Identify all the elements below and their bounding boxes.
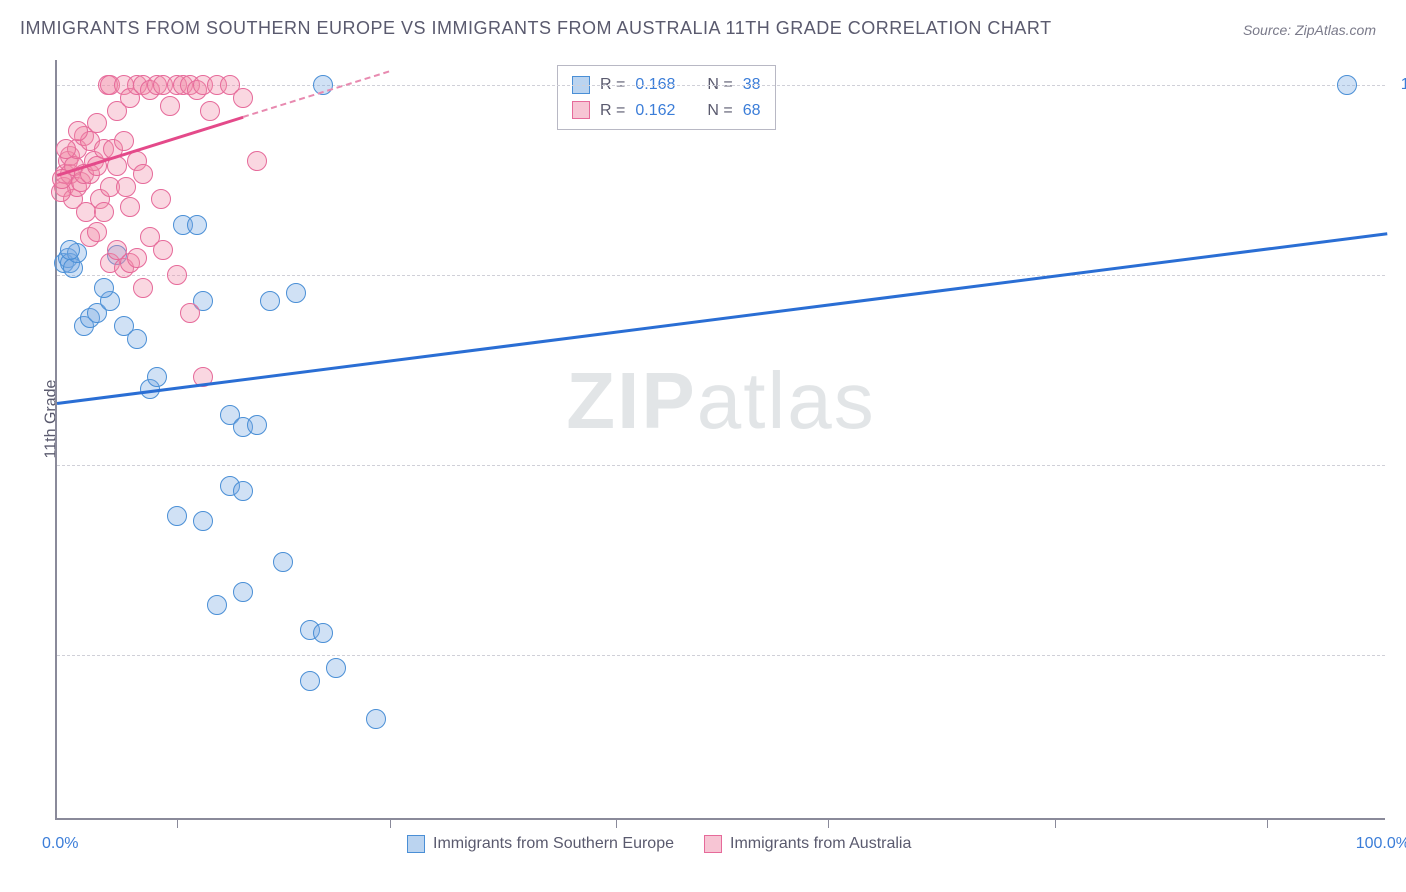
legend-swatch — [704, 835, 722, 853]
x-tick — [1267, 818, 1268, 828]
scatter-point — [87, 222, 107, 242]
scatter-point — [326, 658, 346, 678]
legend-label: Immigrants from Australia — [730, 835, 911, 853]
x-tick — [177, 818, 178, 828]
scatter-point — [133, 278, 153, 298]
scatter-point — [187, 215, 207, 235]
x-axis-min-label: 0.0% — [42, 835, 78, 853]
x-axis-max-label: 100.0% — [1356, 835, 1406, 853]
scatter-point — [180, 303, 200, 323]
watermark: ZIPatlas — [566, 355, 875, 447]
legend-label: Immigrants from Southern Europe — [433, 835, 674, 853]
scatter-point — [247, 415, 267, 435]
scatter-point — [114, 131, 134, 151]
scatter-point — [313, 623, 333, 643]
scatter-point — [56, 139, 76, 159]
chart-plot-area: ZIPatlas R =0.168N =38R =0.162N =68 0.0%… — [55, 60, 1385, 820]
scatter-point — [127, 329, 147, 349]
y-tick-label: 77.5% — [1395, 646, 1406, 664]
y-tick-label: 85.0% — [1395, 456, 1406, 474]
scatter-point — [167, 506, 187, 526]
scatter-point — [127, 248, 147, 268]
scatter-point — [247, 151, 267, 171]
scatter-point — [1337, 75, 1357, 95]
scatter-point — [200, 101, 220, 121]
legend-item: Immigrants from Southern Europe — [407, 835, 674, 853]
scatter-point — [366, 709, 386, 729]
watermark-zip: ZIP — [566, 356, 696, 445]
stat-n-value: 68 — [743, 98, 761, 124]
scatter-point — [94, 202, 114, 222]
scatter-point — [147, 367, 167, 387]
y-tick-label: 100.0% — [1395, 76, 1406, 94]
watermark-atlas: atlas — [697, 356, 876, 445]
chart-title: IMMIGRANTS FROM SOUTHERN EUROPE VS IMMIG… — [20, 18, 1052, 39]
scatter-point — [300, 671, 320, 691]
scatter-point — [207, 595, 227, 615]
scatter-point — [153, 240, 173, 260]
scatter-point — [193, 511, 213, 531]
scatter-point — [133, 164, 153, 184]
scatter-point — [273, 552, 293, 572]
stat-n-label: N = — [707, 98, 732, 124]
scatter-point — [167, 265, 187, 285]
gridline — [57, 655, 1385, 656]
scatter-point — [60, 240, 80, 260]
scatter-point — [87, 113, 107, 133]
gridline — [57, 275, 1385, 276]
scatter-point — [233, 582, 253, 602]
legend-swatch — [572, 101, 590, 119]
gridline — [57, 85, 1385, 86]
scatter-point — [120, 197, 140, 217]
x-tick — [616, 818, 617, 828]
gridline — [57, 465, 1385, 466]
stat-r-label: R = — [600, 98, 625, 124]
scatter-point — [160, 96, 180, 116]
scatter-point — [116, 177, 136, 197]
x-tick — [390, 818, 391, 828]
source-label: Source: ZipAtlas.com — [1243, 22, 1376, 38]
bottom-legend: Immigrants from Southern Europe Immigrant… — [407, 835, 911, 853]
scatter-point — [151, 189, 171, 209]
stats-row: R = 0.162 N = 68 — [572, 98, 761, 124]
legend-item: Immigrants from Australia — [704, 835, 911, 853]
scatter-point — [233, 88, 253, 108]
stats-legend-box: R =0.168N =38R =0.162N =68 — [557, 65, 776, 130]
scatter-point — [68, 121, 88, 141]
stat-r-value: 0.162 — [635, 98, 675, 124]
scatter-point — [233, 481, 253, 501]
x-tick — [828, 818, 829, 828]
scatter-point — [286, 283, 306, 303]
trend-line — [57, 232, 1387, 404]
legend-swatch — [407, 835, 425, 853]
scatter-point — [260, 291, 280, 311]
scatter-point — [94, 278, 114, 298]
x-tick — [1055, 818, 1056, 828]
y-tick-label: 92.5% — [1395, 266, 1406, 284]
